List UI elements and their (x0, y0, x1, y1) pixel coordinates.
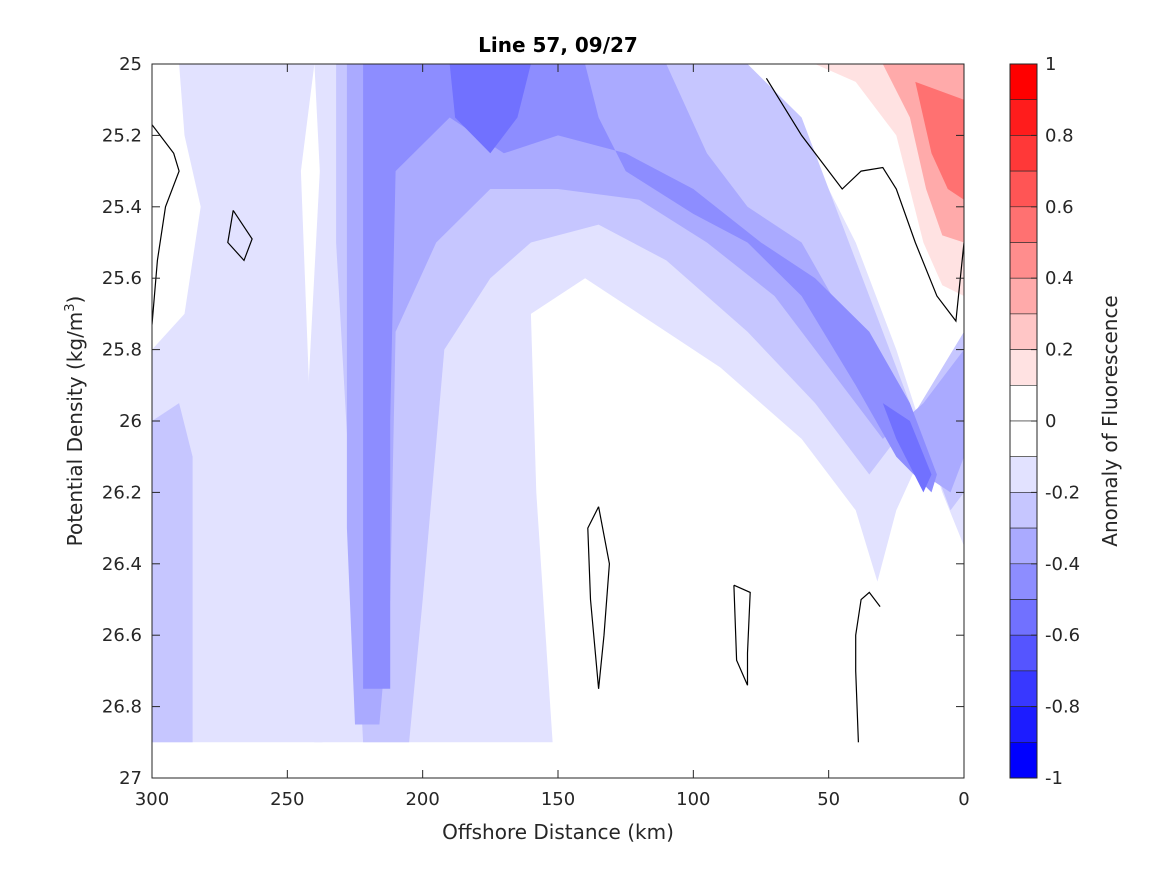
colorbar-segment (1009, 599, 1038, 636)
colorbar-tick-label: -1 (1045, 768, 1063, 789)
colorbar-tick-label: 0 (1045, 411, 1056, 432)
contour-region-stronger-negative-column (363, 64, 937, 689)
colorbar-segment (1009, 456, 1038, 493)
contour-region-weak-negative-west-lower (152, 403, 193, 743)
contour-region-positive-nearshore-strong (915, 81, 964, 200)
y-axis-label-main: Potential Density (kg/m (63, 312, 87, 547)
colorbar-segment (1009, 170, 1038, 208)
x-tick-label: 300 (135, 789, 169, 810)
contour-region-weak-negative-shelf-edge (336, 64, 964, 743)
x-tick-label: 0 (958, 789, 969, 810)
colorbar-segment (1009, 63, 1038, 101)
colorbar-tick-label: -0.6 (1045, 625, 1080, 646)
zero-contour-west-loop (227, 210, 253, 262)
contour-fill-layer (152, 64, 964, 743)
y-axis-label-end: ) (63, 296, 87, 304)
x-axis-label: Offshore Distance (km) (442, 820, 674, 844)
x-axis: 300 250 200 150 100 50 0 (135, 64, 970, 810)
y-tick-label: 26.4 (102, 554, 142, 575)
y-axis: 25 25.2 25.4 25.6 25.8 26 26.2 26.4 26.6 26.8 27 (102, 54, 964, 789)
zero-contour-nearshore-curve (855, 591, 881, 743)
colorbar-tick-label: 0.8 (1045, 125, 1074, 146)
colorbar: 1 0.8 0.6 0.4 0.2 0 -0.2 -0.4 -0.6 -0.8 -1 (1009, 54, 1080, 789)
colorbar-segment (1009, 313, 1038, 350)
x-tick-label: 250 (270, 789, 304, 810)
zero-contour-shelf-loop (733, 584, 751, 686)
colorbar-tick-label: 0.2 (1045, 340, 1074, 361)
y-axis-label-sup: 3 (63, 303, 78, 311)
chart-title: Line 57, 09/27 (478, 33, 638, 57)
colorbar-segment (1009, 242, 1038, 279)
colorbar-segment (1009, 634, 1038, 672)
contour-region-strong-negative-core (449, 64, 531, 154)
y-tick-label: 25.2 (102, 125, 142, 146)
colorbar-label: Anomaly of Fluorescence (1098, 295, 1122, 546)
colorbar-tick-label: -0.8 (1045, 697, 1080, 718)
y-tick-label: 26.6 (102, 625, 142, 646)
colorbar-segment (1009, 563, 1038, 600)
colorbar-segment (1009, 277, 1038, 315)
colorbar-segment (1009, 706, 1038, 743)
y-tick-label: 27 (119, 768, 142, 789)
colorbar-segment (1009, 384, 1038, 422)
colorbar-tick-label: -0.4 (1045, 554, 1080, 575)
colorbar-tick-label: 0.6 (1045, 197, 1074, 218)
x-tick-label: 50 (817, 789, 840, 810)
zero-contour-layer (152, 77, 964, 743)
x-tick-label: 200 (405, 789, 439, 810)
colorbar-segment (1009, 420, 1038, 458)
y-axis-label: Potential Density (kg/m3) (63, 296, 87, 547)
y-tick-label: 25.4 (102, 197, 142, 218)
y-tick-label: 26.8 (102, 697, 142, 718)
zero-contour-nearshore-upper (765, 77, 964, 323)
y-tick-label: 26.2 (102, 482, 142, 503)
zero-contour-west-edge (152, 124, 180, 325)
colorbar-segment (1009, 206, 1038, 243)
y-tick-label: 26 (119, 411, 142, 432)
colorbar-segment (1009, 670, 1038, 707)
colorbar-segment (1009, 492, 1038, 529)
zero-contour-mid-loop (587, 506, 611, 689)
colorbar-segment (1009, 349, 1038, 386)
x-tick-label: 100 (676, 789, 710, 810)
x-tick-label: 150 (541, 789, 575, 810)
colorbar-segment (1009, 527, 1038, 565)
colorbar-tick-label: -0.2 (1045, 482, 1080, 503)
colorbar-segment (1009, 741, 1038, 779)
colorbar-tick-label: 1 (1045, 54, 1056, 75)
colorbar-segment (1009, 135, 1038, 172)
contour-region-strong-negative-shelf (882, 403, 932, 493)
y-tick-label: 25.8 (102, 340, 142, 361)
y-tick-label: 25.6 (102, 268, 142, 289)
y-tick-label: 25 (119, 54, 142, 75)
colorbar-segment (1009, 99, 1038, 136)
colorbar-tick-label: 0.4 (1045, 268, 1074, 289)
contour-region-negative-band-west (152, 64, 323, 743)
